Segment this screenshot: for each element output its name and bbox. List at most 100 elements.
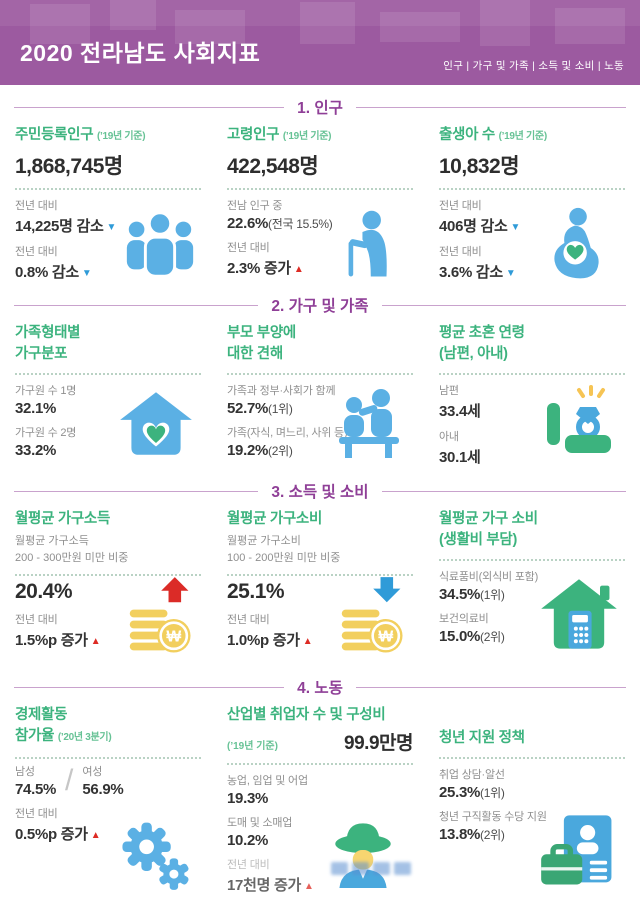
basis-year: (’19년 기준): [227, 741, 278, 753]
gears-icon: [122, 822, 189, 890]
farmer-icon: [335, 823, 391, 888]
labor-cards: 경제활동 참가율 (’20년 3분기) 남성 74.5% / 여성 56.9% …: [0, 705, 640, 903]
dotted-divider: [439, 559, 625, 562]
people-group-icon: [126, 211, 194, 278]
basis-year: (’20년 3분기): [57, 732, 112, 744]
card-title-block: 산업별 취업자 수 및 구성비 (’19년 기준) 99.9만명: [227, 705, 413, 755]
dotted-divider: [439, 373, 625, 376]
stat-value: 52.7%(1위): [227, 400, 293, 418]
population-cards: 주민등록인구 (’19년 기준) 1,868,745명 전년 대비 14,225…: [0, 125, 640, 283]
card-parent-support: 부모 부양에 대한 견해 가족과 정부·사회가 함께 52.7%(1위) 가족(…: [227, 323, 413, 469]
dotted-divider: [439, 188, 625, 191]
svg-text:₩: ₩: [166, 629, 181, 646]
card-title-block: 청년 지원 정책: [439, 705, 625, 749]
gender-split: 남성 74.5% / 여성 56.9%: [15, 763, 201, 798]
stat-label: 전년 대비: [227, 242, 270, 255]
stat-label: 가족과 정부·사회가 함께: [227, 385, 336, 398]
stat-value: 0.5%p 증가 ▲: [15, 826, 101, 843]
stat-value: 33.2%: [15, 442, 57, 460]
card-employment-by-industry: 산업별 취업자 수 및 구성비 (’19년 기준) 99.9만명 농업, 임업 …: [227, 705, 413, 903]
trend-up-icon: ▲: [90, 636, 101, 648]
stat-value: 10.2%: [227, 832, 269, 850]
stat-label: 전년 대비: [15, 246, 58, 259]
divider-line: [14, 304, 259, 306]
male-column: 남성 74.5%: [15, 763, 56, 798]
basis-year: (’19년 기준): [96, 131, 146, 142]
card-title-block: 월평균 가구소비 월평균 가구소비 100 - 200만원 미만 비중: [227, 509, 413, 566]
trend-up-icon: ▲: [293, 264, 304, 276]
section-label: 1. 인구: [297, 100, 343, 117]
stat-value: 3.6% 감소 ▼: [439, 264, 516, 282]
stat-label: 식료품비(외식비 포함): [439, 571, 539, 584]
stat-label: 전년 대비: [439, 200, 482, 213]
trend-down-icon: ▼: [106, 222, 117, 234]
household-cards: 가족형태별 가구분포 가구원 수 1명 32.1% 가구원 수 2명 33.2%…: [0, 323, 640, 469]
stat-label: 가구원 수 1명: [15, 385, 77, 398]
card-household-spending: 월평균 가구소비 월평균 가구소비 100 - 200만원 미만 비중 25.1…: [227, 509, 413, 665]
house-heart-icon: [120, 392, 192, 455]
stat-label: 청년 구직활동 수당 지원: [439, 811, 547, 823]
divider-line: [14, 686, 285, 688]
stat-label: 전년 대비: [15, 200, 58, 213]
stat-label: 아내: [439, 431, 459, 444]
divider-line: [381, 304, 626, 306]
stat-value: 406명 감소 ▼: [439, 218, 521, 236]
card-title: 고령인구 (’19년 기준): [227, 127, 332, 143]
card-title: 월평균 가구소비: [227, 511, 323, 527]
stat-value: 56.9%: [82, 781, 124, 798]
card-title: 출생아 수 (’19년 기준): [439, 127, 548, 143]
card-economic-participation: 경제활동 참가율 (’20년 3분기) 남성 74.5% / 여성 56.9% …: [15, 705, 201, 903]
card-title-block: 월평균 가구소득 월평균 가구소득 200 - 300만원 미만 비중: [15, 509, 201, 566]
stat-label: 전년 대비: [15, 614, 58, 627]
stat-label: 취업 상담·알선: [439, 769, 505, 781]
card-first-marriage-age: 평균 초혼 연령 (남편, 아내) 남편 33.4세 아내 30.1세: [439, 323, 625, 469]
svg-text:₩: ₩: [378, 629, 393, 646]
card-subtitle: 월평균 가구소비 100 - 200만원 미만 비중: [227, 535, 341, 564]
card-family-type: 가족형태별 가구분포 가구원 수 1명 32.1% 가구원 수 2명 33.2%: [15, 323, 201, 469]
stat-label: 전년 대비: [439, 246, 482, 259]
card-registered-population: 주민등록인구 (’19년 기준) 1,868,745명 전년 대비 14,225…: [15, 125, 201, 283]
female-column: 여성 56.9%: [82, 763, 123, 798]
headline-value: 25.1%: [227, 580, 285, 604]
trend-up-icon: ▲: [303, 881, 314, 893]
card-youth-policy: 청년 지원 정책 취업 상담·알선 25.3%(1위) 청년 구직활동 수당 지…: [439, 705, 625, 903]
divider-line: [381, 490, 626, 492]
page-title: 2020 전라남도 사회지표: [20, 40, 261, 66]
headline-value: 10,832명: [439, 155, 520, 179]
divider-line: [14, 106, 285, 108]
elderly-couple-icon: [339, 389, 399, 458]
trend-down-icon: ▼: [510, 222, 521, 234]
header-nav: 인구 | 가구 및 가족 | 소득 및 소비 | 노동: [443, 60, 624, 72]
divider-line: [14, 490, 259, 492]
card-title: 경제활동 참가율 (’20년 3분기): [15, 707, 112, 745]
dotted-divider: [15, 188, 201, 191]
stat-label: 전년 대비: [227, 614, 270, 627]
card-title: 청년 지원 정책: [439, 729, 525, 746]
basis-year: (’19년 기준): [498, 131, 548, 142]
stat-value: 1.5%p 증가 ▲: [15, 632, 101, 650]
stat-value: 33.4세: [439, 403, 481, 421]
stat-label: 남성: [15, 766, 35, 778]
stat-value: 25.3%(1위): [439, 784, 505, 801]
basis-year: (’19년 기준): [282, 131, 332, 142]
resume-briefcase-icon: [541, 815, 612, 885]
headline-value: 1,868,745명: [15, 155, 123, 179]
dotted-divider: [15, 373, 201, 376]
stat-value: 19.3%: [227, 790, 269, 808]
pregnant-woman-icon: [554, 207, 599, 279]
section-title-income: 3. 소득 및 소비: [0, 480, 640, 502]
stat-value: 14,225명 감소 ▼: [15, 218, 117, 236]
dotted-divider: [15, 574, 201, 577]
house-calculator-icon: [541, 579, 617, 649]
stat-label: 도매 및 소매업: [227, 817, 293, 830]
divider-line: [355, 106, 627, 108]
headline-value: 99.9만명: [344, 733, 413, 755]
card-title: 월평균 가구소득: [15, 511, 111, 527]
trend-down-icon: ▼: [81, 268, 92, 280]
dotted-divider: [227, 373, 413, 376]
stat-label: 전남 인구 중: [227, 200, 283, 213]
divider-line: [355, 686, 627, 688]
section-label: 2. 가구 및 가족: [271, 298, 369, 315]
card-household-income: 월평균 가구소득 월평균 가구소득 200 - 300만원 미만 비중 20.4…: [15, 509, 201, 665]
section-label: 3. 소득 및 소비: [271, 484, 369, 501]
